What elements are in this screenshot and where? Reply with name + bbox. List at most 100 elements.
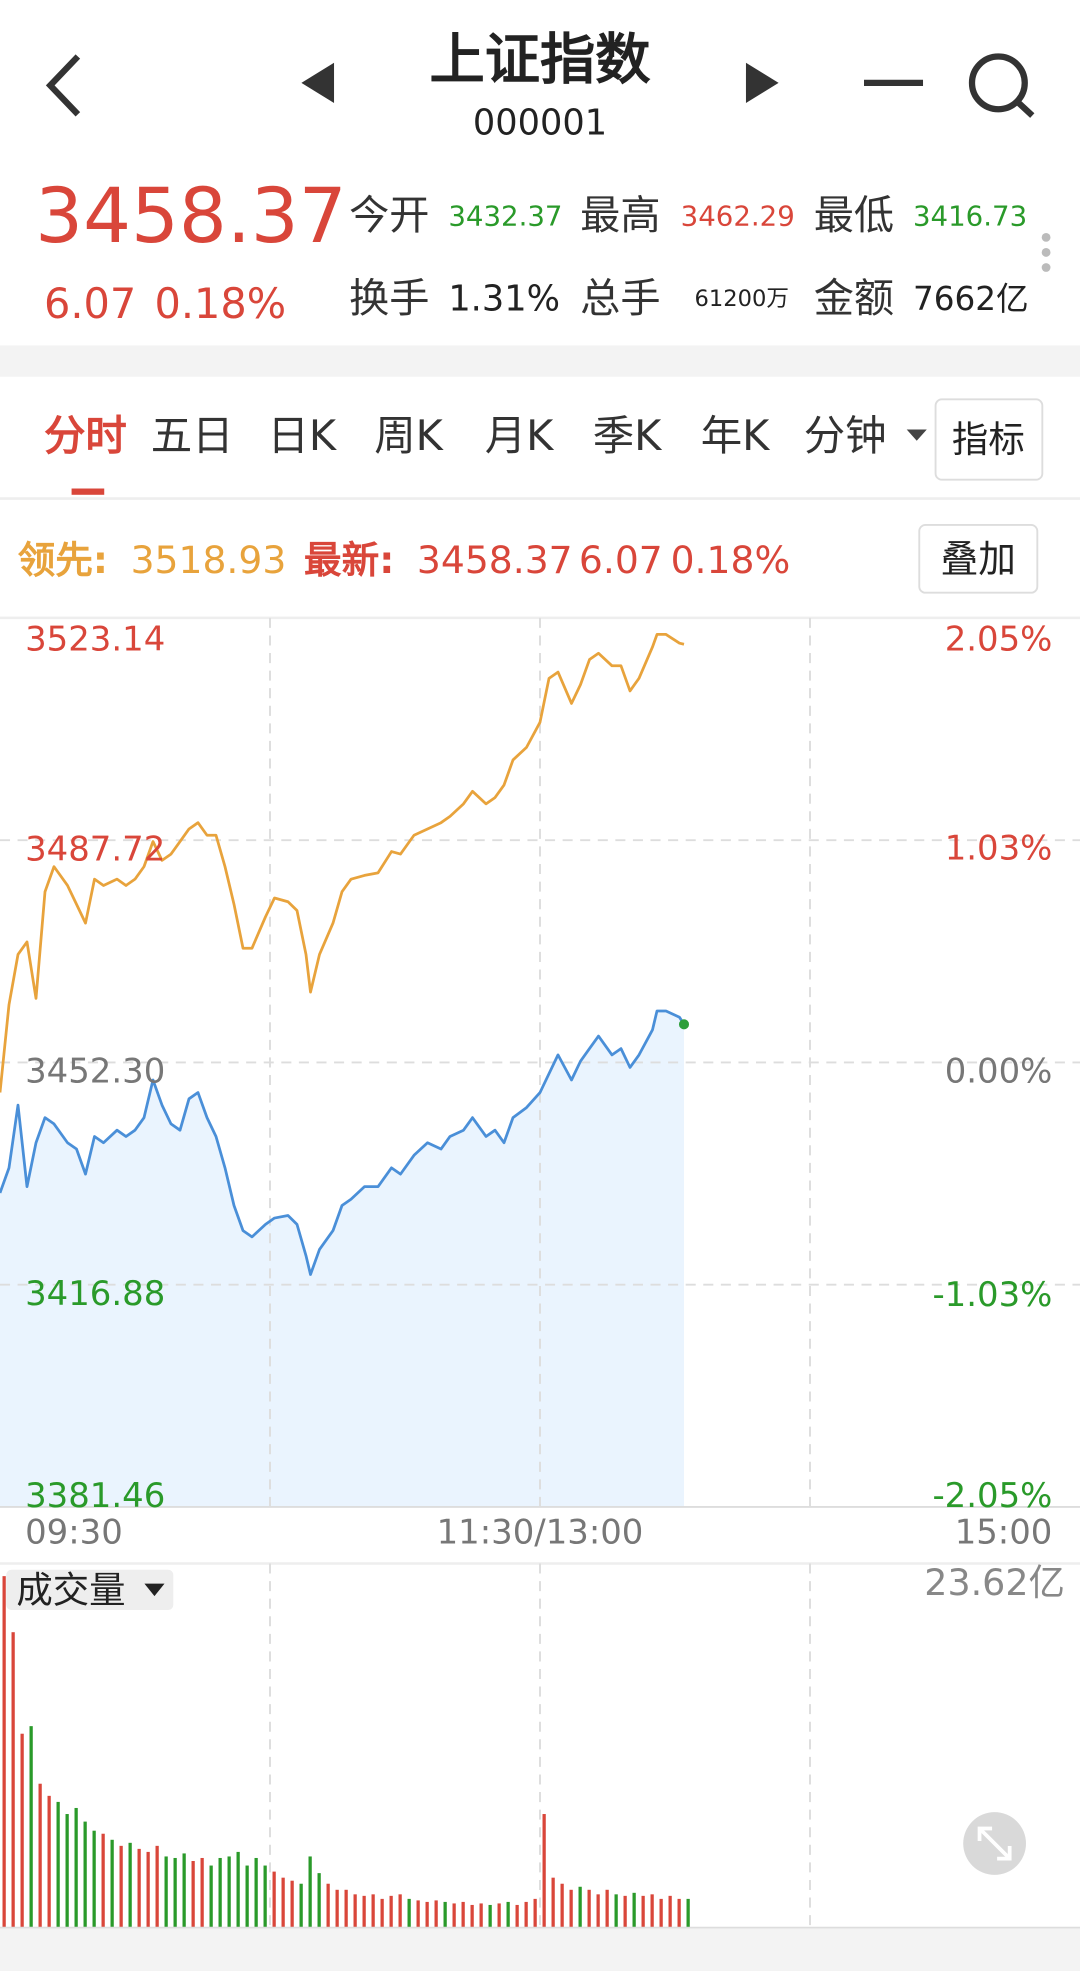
- y-tick-label: 3381.46: [25, 1476, 165, 1515]
- volume-bar: [56, 1801, 60, 1928]
- volume-bar: [164, 1856, 168, 1928]
- volume-bar: [542, 1814, 546, 1928]
- stat-value: 1.31%: [448, 278, 560, 319]
- volume-chart: 23.62亿 成交量: [0, 1561, 1080, 1929]
- y2-tick-label: 2.05%: [945, 620, 1053, 659]
- volume-bar: [551, 1877, 555, 1928]
- volume-bar: [623, 1895, 627, 1928]
- y2-tick-label: 0.00%: [945, 1052, 1053, 1091]
- tab[interactable]: 年K: [701, 412, 771, 460]
- stat-label: 最低: [814, 193, 894, 239]
- volume-bar: [119, 1845, 123, 1928]
- tab[interactable]: 日K: [267, 412, 337, 460]
- dropdown-arrow: [144, 1583, 165, 1597]
- volume-bar: [362, 1895, 366, 1928]
- volume-bar: [380, 1898, 384, 1928]
- volume-bar: [353, 1894, 357, 1928]
- footer: [0, 1928, 1080, 1971]
- volume-bar: [587, 1889, 591, 1928]
- dot: [1041, 248, 1051, 257]
- volume-bar: [506, 1901, 510, 1928]
- volume-bar: [425, 1901, 429, 1928]
- expand-button[interactable]: [963, 1812, 1026, 1875]
- stat-label: 金额: [814, 276, 894, 322]
- title: 上证指数: [429, 28, 651, 92]
- lead-label: 领先:: [18, 538, 108, 582]
- volume-bar: [479, 1903, 483, 1928]
- end-marker: [678, 1019, 690, 1030]
- tab[interactable]: 月K: [485, 412, 555, 460]
- y-tick-label: 23.62亿: [924, 1561, 1065, 1604]
- volume-bar: [191, 1861, 195, 1928]
- button-label: 叠加: [941, 537, 1016, 581]
- volume-bar: [650, 1894, 654, 1928]
- stat-value: 7662亿: [913, 280, 1029, 318]
- y-tick-label: 3487.72: [25, 829, 165, 868]
- line: [0, 633, 685, 1093]
- line: [0, 1009, 686, 1276]
- volume-bar: [677, 1898, 681, 1928]
- volume-bar: [146, 1851, 150, 1928]
- volume-bar: [371, 1894, 375, 1928]
- back-button[interactable]: [45, 54, 81, 117]
- tabs: 分时 五日 日K 周K 月K 季K 年K 分钟: [44, 412, 887, 460]
- next-button[interactable]: [745, 62, 779, 103]
- overlay-button[interactable]: 叠加: [918, 523, 1039, 594]
- tab[interactable]: 季K: [593, 412, 663, 460]
- volume-bar: [272, 1871, 276, 1928]
- tab[interactable]: 周K: [374, 412, 444, 460]
- volume-bar: [182, 1853, 186, 1928]
- tab[interactable]: 分时: [44, 412, 127, 460]
- volume-bar: [434, 1900, 438, 1928]
- code: 000001: [473, 103, 607, 144]
- change: 6.07: [44, 280, 136, 328]
- expand-icon-arrow: [997, 1846, 1012, 1861]
- dropdown-arrow[interactable]: [906, 429, 927, 441]
- indicator-button[interactable]: 指标: [934, 398, 1044, 481]
- volume-bar: [38, 1783, 42, 1928]
- prev-button[interactable]: [301, 62, 335, 103]
- button-frame: [934, 398, 1044, 481]
- volume-bar: [2, 1576, 6, 1928]
- volume-bar: [236, 1851, 240, 1928]
- y-tick-label: 3523.14: [25, 620, 165, 659]
- volume-bar: [11, 1632, 15, 1928]
- volume-bar: [299, 1883, 303, 1928]
- price-chart: 3523.14 3487.72 3452.30 3416.88 3381.46 2.05%…: [0, 617, 1080, 1552]
- volume-bar: [200, 1857, 204, 1928]
- volume-bar: [578, 1886, 582, 1928]
- volume-bar: [461, 1901, 465, 1928]
- more-button[interactable]: [1041, 232, 1051, 272]
- stat-label: 今开: [349, 193, 429, 239]
- volume-bar: [326, 1883, 330, 1928]
- separator: [0, 345, 1080, 377]
- volume-selector[interactable]: 成交量: [6, 1568, 174, 1611]
- y2-tick-label: -1.03%: [932, 1275, 1052, 1314]
- button-label: 指标: [952, 418, 1025, 461]
- volume-bar: [389, 1895, 393, 1928]
- tab[interactable]: 分钟: [804, 412, 887, 460]
- search-button[interactable]: [968, 53, 1035, 118]
- volume-bar: [227, 1856, 231, 1928]
- dot: [1041, 232, 1051, 242]
- stats: 今开 3432.37 最高 3462.29 最低 3416.73 换手 1.31% 总手 6120…: [349, 193, 1029, 322]
- volume-bar: [533, 1898, 537, 1928]
- latest-label: 最新:: [304, 538, 394, 582]
- tab[interactable]: 五日: [151, 412, 234, 460]
- stat-value: 3416.73: [913, 200, 1027, 233]
- lead-value: 3518.93: [131, 538, 287, 582]
- volume-bar: [641, 1895, 645, 1928]
- y2-tick-label: -2.05%: [932, 1476, 1052, 1515]
- volume-bar: [416, 1900, 420, 1928]
- y2-tick-label: 1.03%: [945, 828, 1053, 867]
- volume-bar: [488, 1904, 492, 1928]
- volume-bar: [470, 1904, 474, 1928]
- volume-bar: [596, 1894, 600, 1928]
- latest-pct: 0.18%: [671, 538, 791, 582]
- volume-bar: [65, 1814, 69, 1928]
- dot: [1041, 263, 1051, 272]
- volume-bar: [281, 1877, 285, 1928]
- stat-label: 总手: [580, 276, 660, 322]
- y-tick-label: 3452.30: [25, 1052, 165, 1091]
- x-tick-label: 09:30: [25, 1513, 123, 1552]
